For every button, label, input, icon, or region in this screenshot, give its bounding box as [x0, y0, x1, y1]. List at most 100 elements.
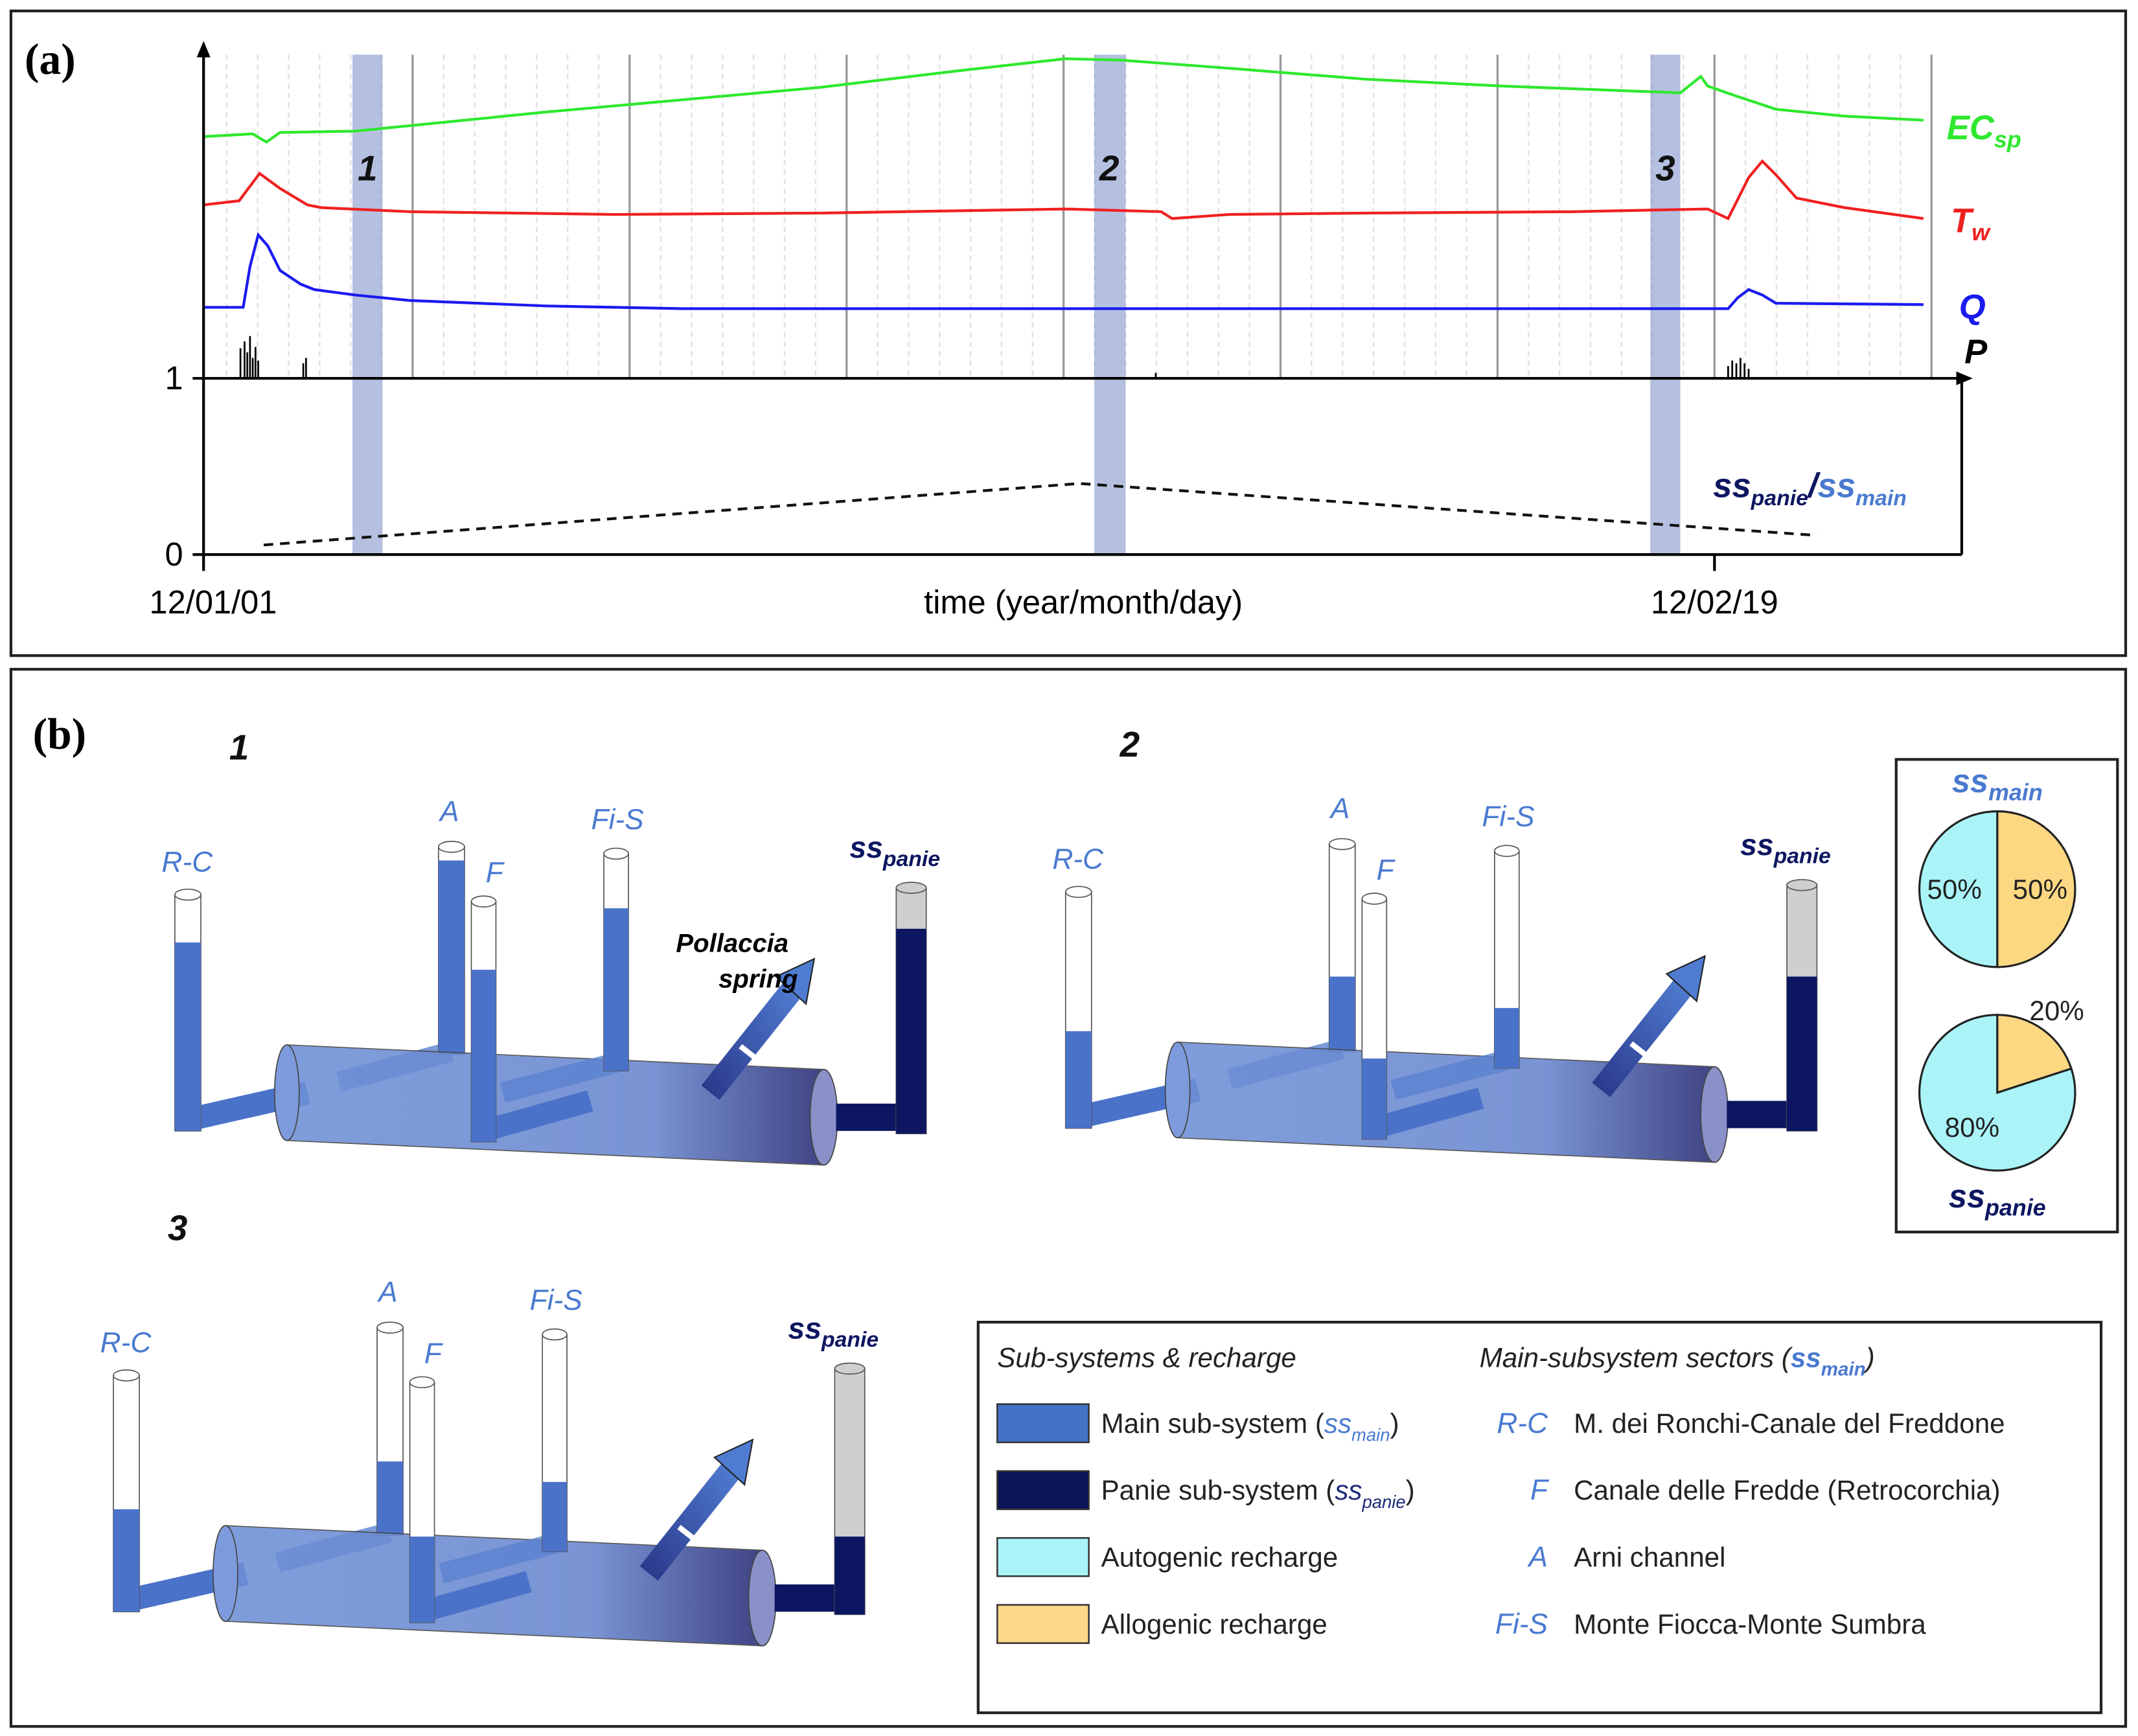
- diagram: 1 R-C AF Fi-S sspanie Pollaccia spring: [162, 727, 940, 1166]
- p-label: P: [1964, 333, 1988, 371]
- rich-text: sspanie: [1949, 1178, 2046, 1221]
- sector-label: F: [1377, 854, 1396, 886]
- text-part: ss: [1324, 1408, 1351, 1439]
- tube-top: [1328, 838, 1356, 851]
- rich-text: Autogenic recharge: [1101, 1542, 1339, 1573]
- panel-b-frame: [9, 668, 2128, 1728]
- text-part: ): [1406, 1475, 1415, 1505]
- q-curve: [203, 232, 1924, 310]
- pie-label: 50%: [1927, 874, 1981, 904]
- band: [1650, 54, 1681, 555]
- text-part: panie: [1362, 1492, 1406, 1512]
- pie-label: 50%: [2013, 874, 2067, 904]
- sector-label: Fi-S: [1482, 801, 1535, 833]
- sector-name: Monte Fiocca-Monte Sumbra: [1574, 1609, 1926, 1639]
- tw-label: Tw: [1951, 201, 1991, 246]
- cylinder-right: [748, 1549, 777, 1647]
- spring-label: spring: [718, 965, 798, 994]
- tube-top: [603, 847, 629, 860]
- text-part: main: [1351, 1425, 1390, 1445]
- sector-name: Canale delle Fredde (Retrocorchia): [1574, 1475, 2000, 1505]
- tube-foot: [500, 1053, 619, 1103]
- ec-label: ECsp: [1947, 109, 2021, 153]
- tube-top: [834, 1362, 866, 1375]
- pie-slice: [1996, 1014, 2073, 1095]
- panel-label: (a): [25, 35, 76, 84]
- tube-top: [1064, 885, 1092, 898]
- rich-text: sspanie: [849, 830, 940, 871]
- x-title: time (year/month/day): [924, 584, 1243, 621]
- tube-foot: [1371, 1088, 1484, 1139]
- ec-curve: [203, 57, 1924, 144]
- tube-top: [113, 1369, 140, 1382]
- tube-water: [1494, 1008, 1519, 1068]
- spring-pipe: [1592, 976, 1695, 1097]
- pie-slice: [1918, 1014, 2076, 1172]
- panel-label: (b): [33, 709, 86, 758]
- legend-swatch: [996, 1403, 1090, 1443]
- ratio-den: ss: [1818, 467, 1856, 505]
- x-label: 12/01/01: [150, 584, 277, 621]
- ratio-num-sub: panie: [1751, 486, 1808, 510]
- spring-pipe: [639, 1459, 743, 1581]
- tube-water: [1362, 1058, 1387, 1139]
- tube-water: [113, 1509, 140, 1612]
- sector-label: F: [424, 1338, 444, 1369]
- cylinder-right: [809, 1069, 838, 1166]
- tube-water: [1329, 976, 1355, 1052]
- text-part: main: [1988, 780, 2043, 806]
- sector-label: A: [376, 1276, 398, 1308]
- sector-label: R-C: [100, 1327, 152, 1358]
- ratio-curve: [263, 482, 1817, 547]
- x-label: 12/02/19: [1651, 584, 1778, 621]
- tube-top: [1361, 893, 1388, 905]
- text-part: panie: [821, 1327, 879, 1352]
- rich-text: sspanie: [788, 1311, 879, 1352]
- ratio-sep: /: [1807, 467, 1821, 505]
- spring-arrow: [1665, 955, 1706, 1003]
- spring-gap: [739, 1044, 762, 1064]
- rich-text: Panie sub-system (sspanie): [1101, 1475, 1415, 1512]
- text-part: Allogenic recharge: [1101, 1609, 1328, 1639]
- text-part: Panie sub-system (: [1101, 1475, 1335, 1505]
- ratio-num: ss: [1713, 467, 1751, 505]
- label-main: T: [1951, 201, 1974, 240]
- text-part: ss: [1952, 762, 1988, 799]
- panel-a-frame: [9, 9, 2128, 657]
- tube-water: [604, 908, 628, 1071]
- tube-top: [376, 1321, 404, 1334]
- text-part: ss: [1335, 1475, 1362, 1505]
- sector-label: Fi-S: [592, 804, 645, 836]
- pie-label: 20%: [2029, 996, 2084, 1026]
- legend-swatch: [996, 1536, 1090, 1577]
- legend-swatch: [996, 1604, 1090, 1644]
- text-part: ss: [788, 1311, 822, 1345]
- text-part: ss: [1949, 1178, 1985, 1215]
- sector-code: A: [1527, 1542, 1548, 1573]
- rich-text: sspanie: [1740, 828, 1831, 869]
- sector-label: A: [438, 795, 459, 827]
- ratio-den-sub: main: [1856, 486, 1907, 510]
- sector-label: F: [486, 857, 505, 889]
- band: [1094, 54, 1126, 555]
- tube-water: [896, 928, 926, 1134]
- text-part: Main sub-system (: [1101, 1408, 1324, 1439]
- tube-water: [377, 1461, 404, 1536]
- tube-top: [1786, 879, 1818, 891]
- tw-curve: [203, 159, 1924, 221]
- y-tick-label: 0: [165, 536, 183, 573]
- rich-text: Main-subsystem sectors (ssmain): [1480, 1343, 1875, 1380]
- spring-arrow: [713, 1438, 754, 1487]
- period-label: 2: [1099, 148, 1119, 188]
- tube-water: [438, 860, 465, 1055]
- pie-slice: [1918, 810, 1999, 968]
- diagram-number: 1: [229, 727, 249, 767]
- sector-label: R-C: [162, 846, 214, 878]
- tube-water: [409, 1536, 435, 1623]
- text-part: Main-subsystem sectors (: [1480, 1343, 1793, 1373]
- text-part: ss: [1791, 1343, 1821, 1373]
- diagrams: 1R-CAFFi-SsspaniePollacciaspring2R-CAFFi…: [100, 724, 1831, 1647]
- spring-gap: [1629, 1041, 1652, 1061]
- label-main: EC: [1947, 109, 1995, 147]
